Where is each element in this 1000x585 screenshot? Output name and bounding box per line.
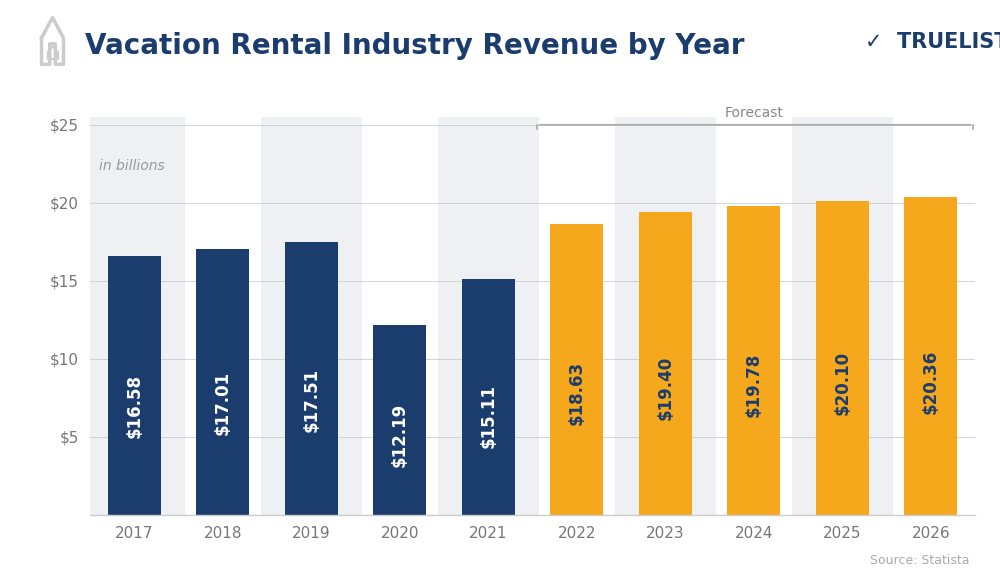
- Text: $15.11: $15.11: [479, 384, 497, 448]
- Bar: [438, 117, 539, 515]
- Text: Source: Statista: Source: Statista: [870, 555, 970, 567]
- Bar: [904, 197, 957, 515]
- Text: $19.40: $19.40: [656, 356, 674, 420]
- Bar: [373, 325, 426, 515]
- Text: in billions: in billions: [99, 159, 165, 173]
- Bar: [285, 242, 338, 515]
- Bar: [816, 201, 869, 515]
- Bar: [261, 117, 362, 515]
- Bar: [462, 279, 515, 515]
- Bar: [615, 117, 716, 515]
- Bar: [727, 207, 780, 515]
- Text: Vacation Rental Industry Revenue by Year: Vacation Rental Industry Revenue by Year: [85, 32, 744, 60]
- Text: $12.19: $12.19: [391, 403, 409, 467]
- Text: ⌂: ⌂: [45, 40, 60, 65]
- Bar: [84, 117, 185, 515]
- Text: $20.10: $20.10: [833, 351, 851, 415]
- Bar: [108, 256, 161, 515]
- Bar: [792, 117, 893, 515]
- Text: $19.78: $19.78: [745, 353, 763, 417]
- Text: $18.63: $18.63: [568, 361, 586, 425]
- Bar: [639, 212, 692, 515]
- Bar: [550, 224, 603, 515]
- Text: Forecast: Forecast: [724, 106, 783, 120]
- Text: $17.01: $17.01: [214, 371, 232, 435]
- Bar: [196, 249, 249, 515]
- Text: $16.58: $16.58: [125, 374, 143, 438]
- Text: $17.51: $17.51: [302, 368, 320, 432]
- Text: ✓  TRUELIST: ✓ TRUELIST: [865, 32, 1000, 52]
- Text: $20.36: $20.36: [922, 349, 940, 414]
